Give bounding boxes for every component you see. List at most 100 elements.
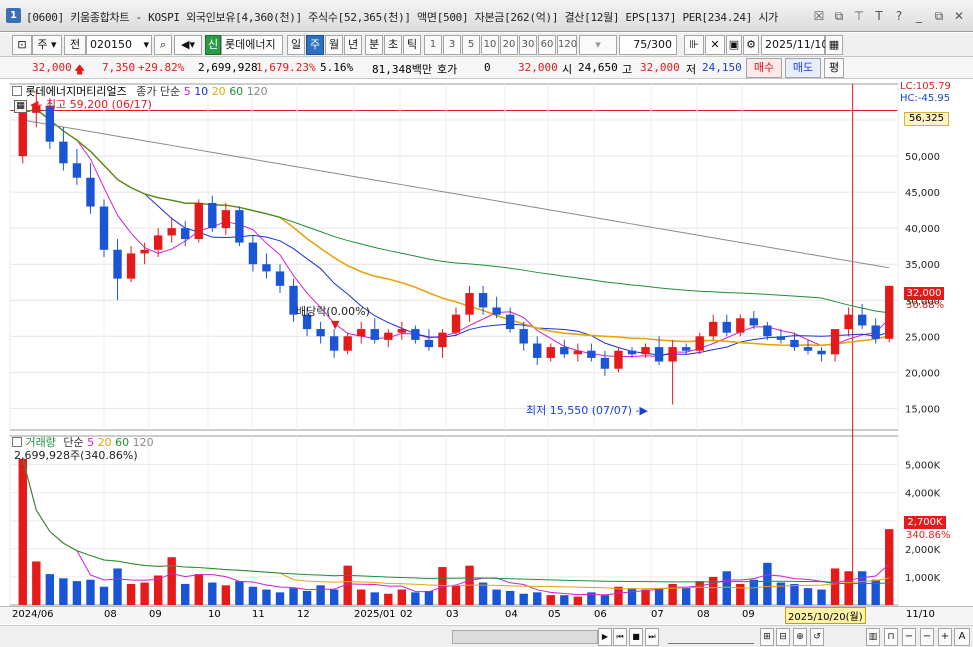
stock-code-input[interactable]: 020150 ▾ [86,35,152,55]
ma120-line [22,119,890,269]
custom-period-select[interactable]: ▾ [579,35,617,55]
candle-body [126,253,136,279]
price-tick-label: 30,000 [905,296,940,307]
fit-icon[interactable]: ⊟ [776,628,790,646]
volume-bar [871,579,880,605]
candle-body [546,347,555,358]
minute-option-120[interactable]: 120 [557,35,577,55]
new-button[interactable]: 신 [205,35,221,55]
candle-body [817,350,826,355]
buy-button[interactable]: 매수 [746,58,782,78]
minute-option-30[interactable]: 30 [519,35,537,55]
count-input[interactable]: 75/300 [619,35,677,55]
close-icon[interactable]: ✕ [953,9,965,23]
help-icon[interactable]: ? [895,9,903,23]
low-value: 24,150 [702,61,742,74]
period-month-button[interactable]: 월 [325,35,343,55]
scroll-last-icon[interactable]: ⏭ [645,628,659,646]
current-volume-pct: 340.86% [906,530,951,541]
candle-body [45,105,55,142]
price-volume-chart[interactable]: 15,000 20,000 25,000 30,000 35,000 40,000 45,0… [0,80,973,606]
minute-button[interactable]: 분 [365,35,383,55]
vol-ma5-line [22,458,890,596]
period-year-button[interactable]: 년 [344,35,362,55]
avg-button[interactable]: 평 [824,58,844,78]
date-label: 02 [400,609,413,620]
tick-button[interactable]: 틱 [403,35,421,55]
minimize-icon[interactable]: _ [916,9,922,23]
crosshair-icon[interactable]: ✕ [705,35,725,55]
volume-bar [749,579,759,605]
date-label: 09 [742,609,755,620]
candle-body [438,332,447,348]
horizontal-scrollbar[interactable] [452,630,598,644]
candle-body [709,321,718,337]
minute-option-10[interactable]: 10 [481,35,499,55]
volume-bar [627,588,637,605]
candle-body [736,318,745,333]
volume-bar [357,589,366,605]
volume-panel-menu-icon[interactable] [12,437,22,447]
chart-area[interactable]: 15,000 20,000 25,000 30,000 35,000 40,000 45,0… [0,80,973,606]
window-buttons: ☒ ⧉ ⊤ T ? _ ⧉ ✕ [811,8,967,24]
volume-bar [194,574,203,605]
zoom-out-small-icon[interactable]: − [920,628,934,646]
volume-bar [668,583,677,605]
candle-body [302,314,312,330]
up-arrow-icon: 🡅 [74,63,86,76]
pin-icon[interactable]: ⊤ [853,9,865,23]
prev-button[interactable]: 전 [64,35,86,55]
dropdown-arrow-icon[interactable]: ▾ [143,38,149,51]
candle-body [99,206,109,250]
date-input[interactable]: 2025/11/10 [761,35,828,55]
volume-bar [167,557,176,605]
minute-option-60[interactable]: 60 [538,35,556,55]
period-day-button[interactable]: 일 [287,35,305,55]
gear-icon[interactable]: ⚙ [743,35,759,55]
font-icon[interactable]: T [875,9,883,23]
layout-icon[interactable]: ⊡ [12,35,32,55]
pan-icon[interactable]: ⊕ [793,628,807,646]
maximize-icon[interactable]: ⧉ [934,9,944,23]
link-icon[interactable]: ☒ [813,9,825,23]
volume-bar [316,585,325,605]
zoom-in-icon[interactable]: + [938,628,952,646]
volume-tick-label: 4,000K [905,489,941,500]
candle-body [505,314,515,330]
panel-menu-icon[interactable] [12,86,22,96]
volume-bar [343,565,352,605]
minute-option-5[interactable]: 5 [462,35,480,55]
minute-option-3[interactable]: 3 [443,35,461,55]
candle-body [59,141,68,164]
volume-bar [560,595,569,605]
sell-button[interactable]: 매도 [785,58,821,78]
scroll-first-icon[interactable]: ⏮ [613,628,627,646]
calendar-icon[interactable]: ▦ [825,35,843,55]
speaker-icon[interactable]: ◀▾ [174,35,202,55]
volume-value: 2,699,928 [198,61,258,74]
reset-icon[interactable]: ↺ [810,628,824,646]
search-icon[interactable]: ⌕ [154,35,172,55]
volume-bar [641,589,650,605]
minute-option-20[interactable]: 20 [500,35,518,55]
layout-toggle-icon[interactable]: ▥ [866,628,880,646]
grid-icon[interactable]: ▦ [14,100,27,113]
minute-option-1[interactable]: 1 [424,35,442,55]
second-button[interactable]: 초 [384,35,402,55]
split-icon[interactable]: ⊓ [884,628,898,646]
stop-icon[interactable]: ■ [629,628,643,646]
window-titlebar: 1 [0600] 키움종합차트 - KOSPI 외국인보유[4,360(천)] … [0,0,973,32]
period-week-button[interactable]: 주 [306,35,324,55]
scroll-right-icon[interactable]: ▶ [598,628,612,646]
volume-bar [722,571,731,605]
zoom-out-icon[interactable]: − [902,628,916,646]
restore-icon[interactable]: ⧉ [834,9,844,23]
ma120-label: 120 [246,85,268,98]
period-select[interactable]: 주 ▾ [32,35,62,55]
indicator-icon[interactable]: ⊪ [684,35,704,55]
candle-body [763,325,772,337]
zoom-slider[interactable] [668,630,754,644]
zoom-icon[interactable]: ⊞ [760,628,774,646]
save-icon[interactable]: ▣ [726,35,742,55]
text-size-icon[interactable]: A [954,628,970,646]
